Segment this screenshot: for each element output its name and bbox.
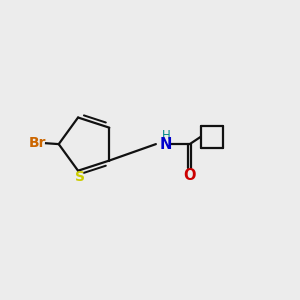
Text: H: H — [162, 129, 171, 142]
Text: O: O — [184, 167, 196, 182]
Text: N: N — [160, 136, 172, 152]
Text: S: S — [74, 170, 85, 184]
Text: Br: Br — [28, 136, 46, 150]
